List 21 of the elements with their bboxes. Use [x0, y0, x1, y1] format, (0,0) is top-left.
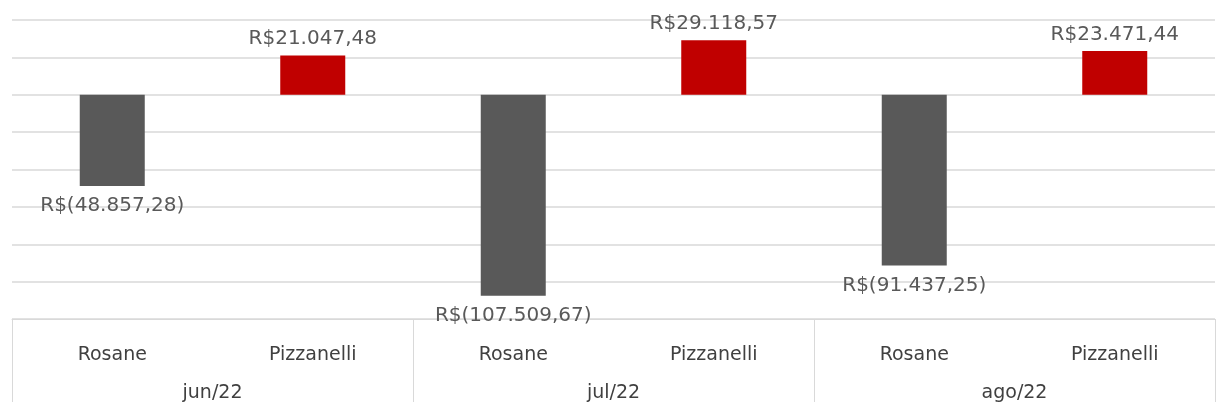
x-tick-label: Pizzanelli	[1071, 341, 1159, 364]
text: jun/22	[181, 379, 243, 402]
bar	[681, 40, 747, 95]
data-label: R$21.047,48	[248, 25, 377, 50]
data-label: R$29.118,57	[649, 10, 778, 35]
x-tick-label: Rosane	[879, 341, 949, 364]
bar	[480, 94, 546, 296]
x-tick-label: Pizzanelli	[670, 341, 758, 364]
data-label: R$(91.437,25)	[842, 271, 987, 296]
data-label: R$(48.857,28)	[40, 192, 185, 217]
bar	[280, 55, 346, 95]
text: jul/22	[585, 379, 641, 402]
bar	[79, 94, 145, 187]
bar	[881, 94, 947, 266]
text: ago/22	[981, 379, 1048, 402]
x-tick-label: Pizzanelli	[269, 341, 357, 364]
data-label: R$23.471,44	[1050, 20, 1179, 45]
x-tick-label: Rosane	[478, 341, 548, 364]
x-tick-label: Rosane	[77, 341, 147, 364]
data-label: R$(107.509,67)	[434, 301, 592, 326]
bar	[1082, 50, 1148, 95]
